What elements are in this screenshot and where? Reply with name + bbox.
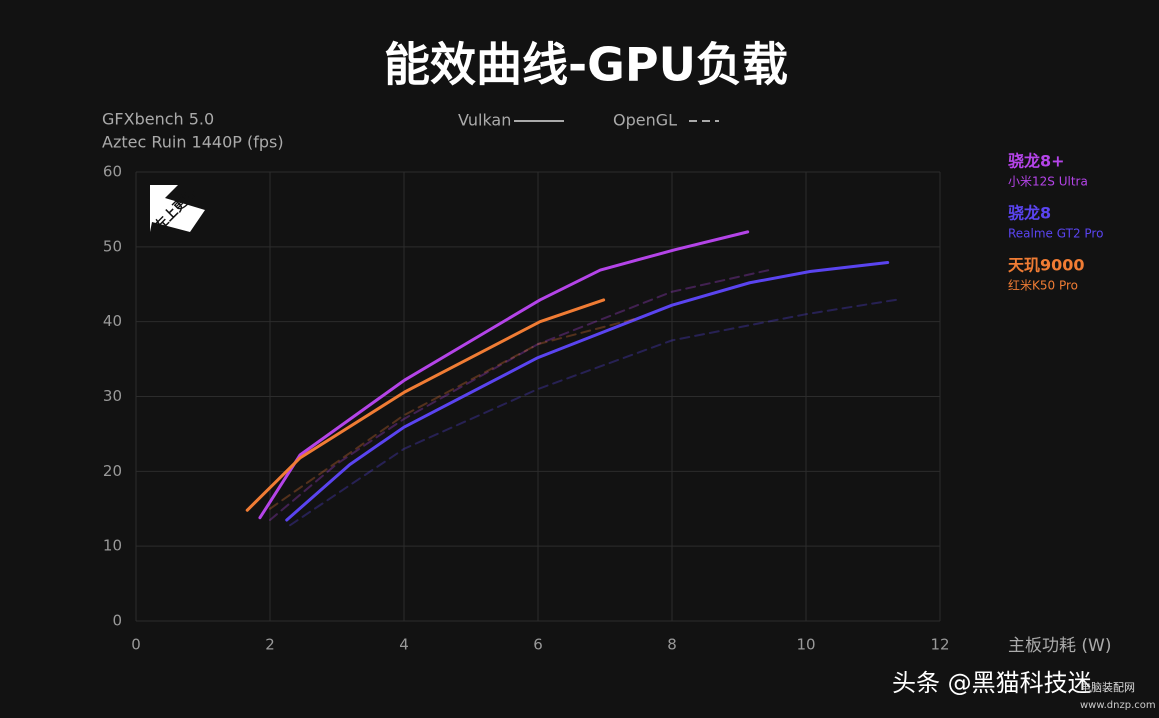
legend-device: Realme GT2 Pro [1008, 227, 1103, 241]
x-tick-label: 2 [265, 636, 275, 654]
watermark: 头条 @黑猫科技迷 [892, 669, 1092, 697]
y-tick-label: 50 [103, 237, 122, 255]
y-tick-label: 0 [112, 612, 122, 630]
x-tick-label: 12 [930, 636, 949, 654]
chart-title: 能效曲线-GPU负载 [384, 38, 788, 92]
legend-name: 骁龙8+ [1008, 152, 1065, 171]
series-line [269, 316, 640, 510]
x-axis-label: 主板功耗 (W) [1008, 636, 1111, 656]
y-tick-label: 40 [103, 312, 122, 330]
x-tick-label: 6 [533, 636, 543, 654]
series-line [245, 298, 606, 512]
x-tick-label: 4 [399, 636, 409, 654]
x-tick-label: 0 [131, 636, 141, 654]
x-tick-label: 10 [796, 636, 815, 654]
legend-label: Vulkan [458, 111, 511, 130]
x-tick-label: 8 [667, 636, 677, 654]
subtitle: Aztec Ruin 1440P (fps) [102, 133, 284, 152]
y-tick-label: 10 [103, 537, 122, 555]
y-tick-label: 30 [103, 387, 122, 405]
legend-name: 天玑9000 [1008, 256, 1085, 275]
legend-device: 红米K50 Pro [1008, 278, 1078, 293]
series-line [285, 261, 890, 522]
series-line [258, 230, 750, 520]
subtitle: GFXbench 5.0 [102, 110, 214, 129]
watermark-site: 电脑装配网 [1080, 681, 1135, 694]
series-line [289, 298, 901, 527]
series-line [269, 268, 774, 521]
legend-label: OpenGL [613, 111, 677, 130]
legend-name: 骁龙8 [1008, 204, 1051, 223]
watermark-url: www.dnzp.com [1080, 700, 1156, 711]
legend-device: 小米12S Ultra [1008, 175, 1088, 189]
y-tick-label: 60 [103, 163, 122, 181]
y-tick-label: 20 [103, 462, 122, 480]
badge-arrow [150, 185, 205, 232]
